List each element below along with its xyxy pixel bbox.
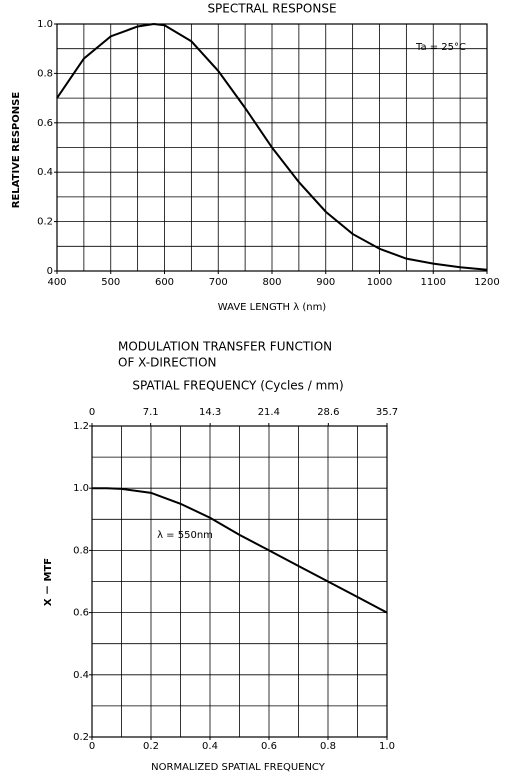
- x-tick-label: 800: [262, 277, 281, 288]
- y-tick-label: 0.8: [73, 545, 89, 556]
- x-axis-label: NORMALIZED SPATIAL FREQUENCY: [151, 762, 326, 773]
- x-axis-label: WAVE LENGTH λ (nm): [218, 302, 327, 313]
- x2-axis-label: SPATIAL FREQUENCY (Cycles / mm): [132, 379, 343, 393]
- x-tick-label: 0.8: [320, 741, 336, 752]
- y-tick-label: 0.2: [73, 732, 89, 743]
- x-tick-label: 1200: [474, 277, 499, 288]
- chart-title: OF X-DIRECTION: [118, 356, 216, 370]
- chart-title: MODULATION TRANSFER FUNCTION: [118, 340, 332, 354]
- x-tick-label: 600: [155, 277, 174, 288]
- y-tick-label: 1.2: [73, 421, 89, 432]
- x-tick-label: 0.2: [143, 741, 159, 752]
- x-tick-label: 1000: [367, 277, 392, 288]
- plot-frame: [91, 425, 388, 738]
- y-tick-label: 0.8: [37, 68, 53, 79]
- x-tick-label: 1100: [421, 277, 446, 288]
- y-tick-label: 0.6: [73, 608, 89, 619]
- y-tick-label: 0.2: [37, 217, 53, 228]
- x-tick-label: 900: [316, 277, 335, 288]
- x2-tick-label: 7.1: [143, 407, 159, 418]
- x-tick-label: 0.4: [202, 741, 218, 752]
- y-tick-label: 0: [47, 266, 53, 277]
- x-tick-label: 500: [101, 277, 120, 288]
- y-tick-label: 0.4: [37, 167, 53, 178]
- x-tick-label: 700: [209, 277, 228, 288]
- curve: [56, 22, 488, 271]
- x-tick-label: 0: [89, 741, 95, 752]
- y-tick-label: 1.0: [73, 483, 89, 494]
- x2-tick-label: 28.6: [317, 407, 339, 418]
- y-tick-label: 0.6: [37, 118, 53, 129]
- y-axis-label: RELATIVE RESPONSE: [11, 92, 22, 209]
- curve: [92, 487, 388, 614]
- x2-tick-label: 14.3: [199, 407, 221, 418]
- x2-tick-label: 35.7: [376, 407, 398, 418]
- annotation: Ta = 25°C: [415, 42, 466, 53]
- y-axis-label: X － MTF: [43, 558, 54, 606]
- x2-tick-label: 0: [89, 407, 95, 418]
- x-tick-label: 400: [47, 277, 66, 288]
- y-tick-label: 1.0: [37, 19, 53, 30]
- x-tick-label: 1.0: [379, 741, 395, 752]
- y-tick-label: 0.4: [73, 670, 89, 681]
- x-tick-label: 0.6: [261, 741, 277, 752]
- chart-title: SPECTRAL RESPONSE: [207, 2, 336, 16]
- annotation: λ = 550nm: [157, 530, 213, 541]
- x2-tick-label: 21.4: [258, 407, 280, 418]
